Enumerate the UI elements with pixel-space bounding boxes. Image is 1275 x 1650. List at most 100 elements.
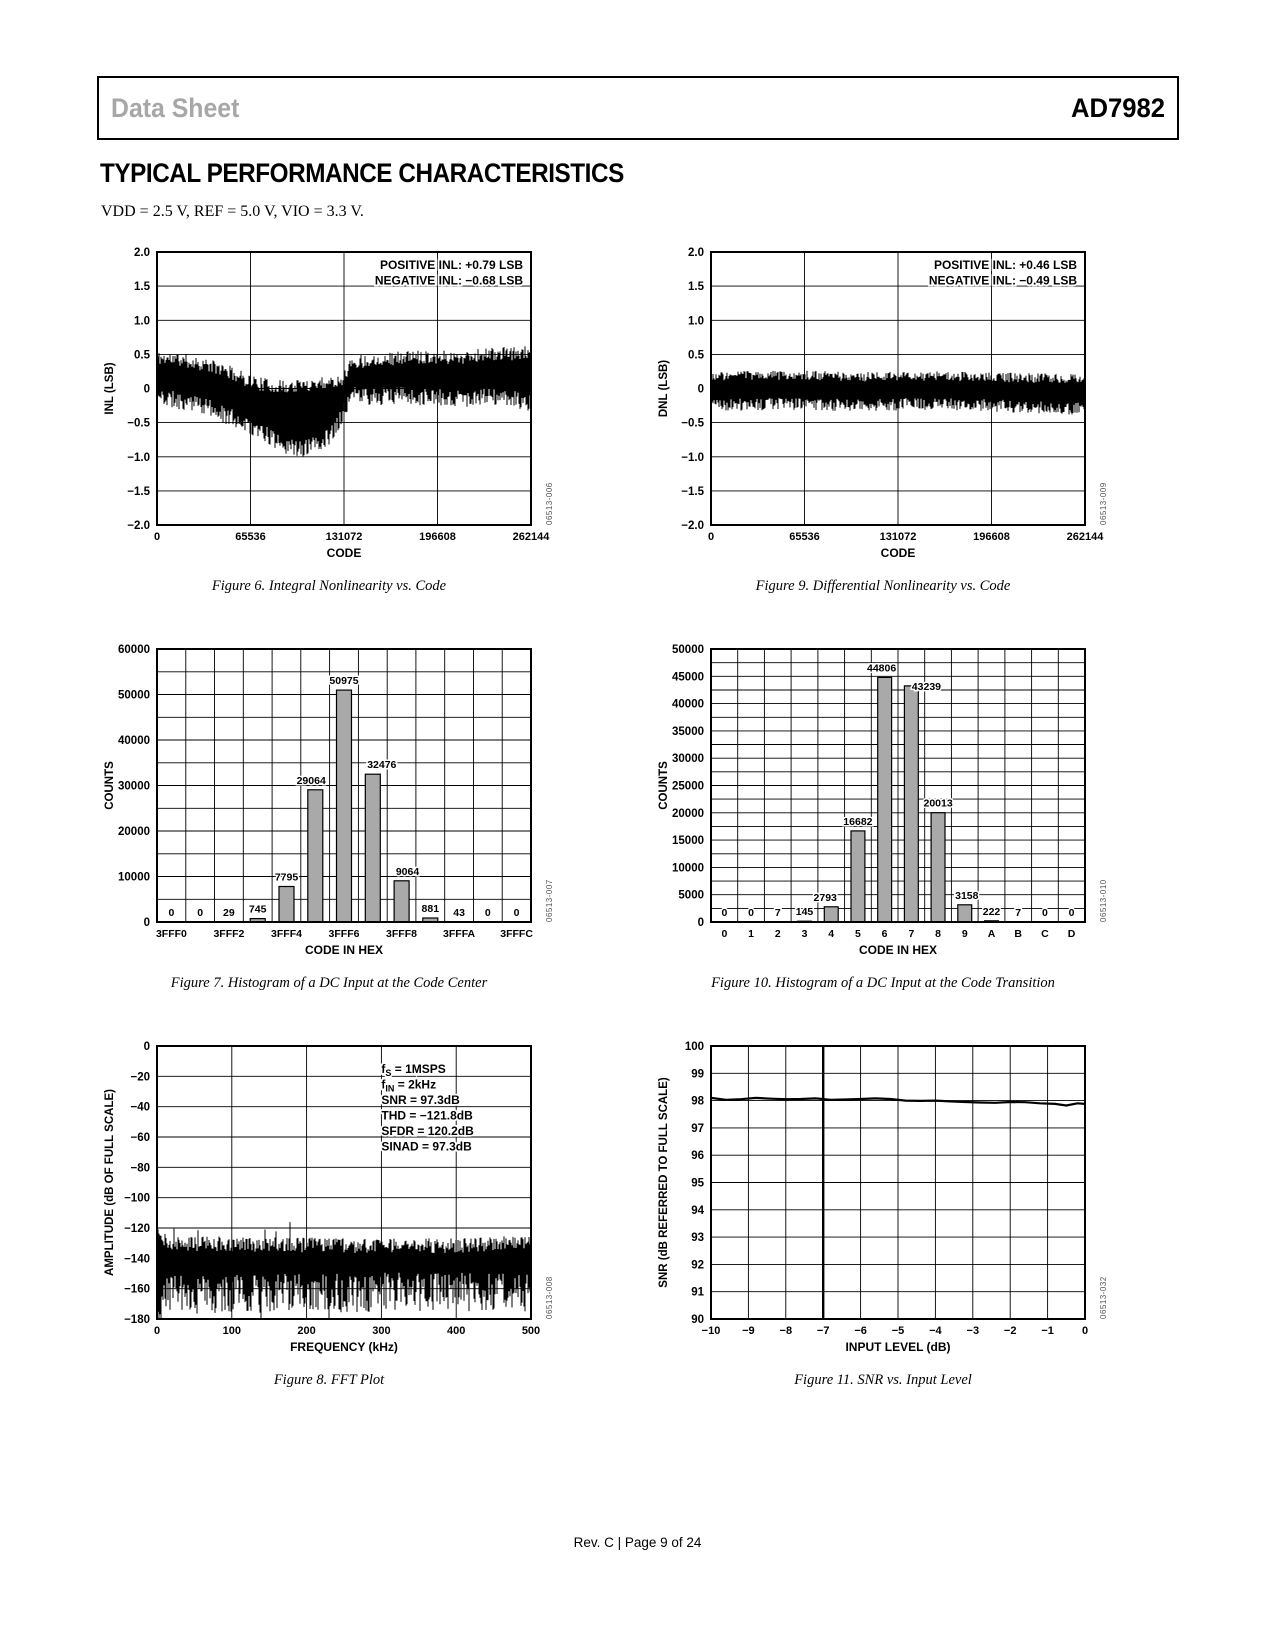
y-tick-label: 20000 <box>118 826 150 838</box>
x-tick-label: B <box>1014 928 1022 940</box>
bar <box>307 789 324 923</box>
figure-code: 06513-006 <box>545 482 554 525</box>
bar-value-label: 222 <box>983 906 1001 918</box>
x-tick-label: 4 <box>828 928 834 940</box>
y-tick-label: −0.5 <box>681 418 704 430</box>
x-tick-label: −3 <box>967 1325 980 1337</box>
x-tick-label: 0 <box>721 928 727 940</box>
x-tick-label: 262144 <box>513 531 551 543</box>
bar-value-label: 43 <box>453 907 465 919</box>
y-tick-label: 97 <box>691 1123 704 1135</box>
gridlines <box>711 649 1085 922</box>
y-axis-label: COUNTS <box>104 761 116 810</box>
y-tick-label: −120 <box>124 1223 150 1235</box>
x-tick-label: 7 <box>908 928 914 940</box>
figure-11: 100 99 98 97 96 95 94 93 92 91 90 −10 −9 −8 −7 −6 −5 −4 −3… <box>654 1032 1112 1389</box>
x-tick-label: 131072 <box>326 531 363 543</box>
y-axis-label: SNR (dB REFERRED TO FULL SCALE) <box>658 1077 670 1288</box>
y-tick-label: 0.5 <box>688 349 705 361</box>
y-tick-label: 15000 <box>672 835 704 847</box>
x-tick-label: 0 <box>708 531 714 543</box>
figure-9-caption: Figure 9. Differential Nonlinearity vs. … <box>755 578 1011 594</box>
x-tick-label: −9 <box>742 1325 755 1337</box>
figure-7-chart: 0 0 29 745 7795 29064 50975 32476 9064 881 43 0 0 0 10… <box>100 635 558 967</box>
figure-9: 2.0 1.5 1.0 0.5 0 −0.5 −1.0 −1.5 −2.0 0 65536 13107… <box>654 238 1112 595</box>
x-tick-label: C <box>1041 928 1049 940</box>
bar-value-label: 2793 <box>814 892 838 904</box>
bar-value-label: 7795 <box>275 872 299 884</box>
x-tick-label: 400 <box>447 1325 465 1337</box>
y-tick-label: 20000 <box>672 808 704 820</box>
section-title: TYPICAL PERFORMANCE CHARACTERISTICS <box>100 158 624 188</box>
x-tick-label: 3FFF0 <box>156 928 187 940</box>
x-tick-label: 65536 <box>789 531 820 543</box>
figure-6-chart: 2.0 1.5 1.0 0.5 0 −0.5 −1.0 −1.5 −2.0 0 65536 13107… <box>100 238 558 570</box>
y-tick-label: 1.0 <box>134 315 150 327</box>
y-tick-label: −2.0 <box>681 520 704 532</box>
x-tick-label: −1 <box>1041 1325 1054 1337</box>
x-tick-label: 6 <box>882 928 888 940</box>
y-tick-label: −1.5 <box>681 486 704 498</box>
y-tick-label: 0 <box>698 384 704 396</box>
y-tick-label: 10000 <box>118 872 150 884</box>
bar-value-label: 7 <box>775 907 781 919</box>
y-tick-label: −1.0 <box>681 452 704 464</box>
y-tick-label: −2.0 <box>127 520 150 532</box>
x-tick-label: A <box>988 928 996 940</box>
y-tick-label: 98 <box>691 1096 704 1108</box>
y-tick-label: −1.5 <box>127 486 150 498</box>
bar-value-label: 20013 <box>923 798 952 810</box>
y-tick-label: 45000 <box>672 671 704 683</box>
y-tick-label: 2.0 <box>134 247 150 259</box>
x-tick-label: 3FFF2 <box>213 928 244 940</box>
x-tick-label: −2 <box>1004 1325 1017 1337</box>
x-tick-label: 65536 <box>235 531 266 543</box>
y-tick-label: 96 <box>691 1150 704 1162</box>
y-tick-label: 91 <box>691 1287 704 1299</box>
y-tick-label: 99 <box>691 1068 704 1080</box>
figure-8-plot: 0 −20 −40 −60 −80 −100 −120 −140 −160 −180 0 100 200… <box>104 1041 554 1354</box>
figure-code: 06513-010 <box>1099 879 1108 922</box>
bar-value-label: 0 <box>721 907 727 919</box>
annotation: NEGATIVE INL: −0.68 LSB <box>375 274 523 288</box>
y-axis-label: AMPLITUDE (dB OF FULL SCALE) <box>104 1089 116 1276</box>
bar <box>823 906 839 923</box>
bar-value-label: 0 <box>168 907 174 919</box>
bar-value-label: 0 <box>1069 907 1075 919</box>
y-tick-label: 50000 <box>672 644 704 656</box>
y-tick-label: 1.0 <box>688 315 704 327</box>
y-tick-label: −160 <box>124 1284 150 1296</box>
test-conditions: VDD = 2.5 V, REF = 5.0 V, VIO = 3.3 V. <box>101 203 364 220</box>
bar-value-label: 9064 <box>396 866 420 878</box>
x-tick-label: −4 <box>929 1325 942 1337</box>
x-tick-label: 0 <box>154 1325 160 1337</box>
annotation: SINAD = 97.3dB <box>381 1140 472 1154</box>
y-tick-label: −140 <box>124 1253 150 1265</box>
plot-border <box>710 1045 1086 1320</box>
page-header: Data Sheet AD7982 <box>97 76 1179 140</box>
bar <box>364 773 381 923</box>
annotation: SFDR = 120.2dB <box>381 1124 474 1138</box>
y-tick-label: −1.0 <box>127 452 150 464</box>
bar-value-label: 745 <box>249 904 267 916</box>
x-tick-label: 262144 <box>1067 531 1105 543</box>
y-tick-label: 1.5 <box>688 281 705 293</box>
figure-8: 0 −20 −40 −60 −80 −100 −120 −140 −160 −180 0 100 200… <box>100 1032 558 1389</box>
page-footer: Rev. C | Page 9 of 24 <box>573 1535 702 1550</box>
plot-border <box>156 648 532 923</box>
y-tick-label: −80 <box>130 1162 150 1174</box>
x-tick-label: 5 <box>855 928 861 940</box>
x-tick-label: 3FFFA <box>443 928 476 940</box>
figure-8-chart: 0 −20 −40 −60 −80 −100 −120 −140 −160 −180 0 100 200… <box>100 1032 558 1364</box>
y-tick-label: 93 <box>691 1232 704 1244</box>
y-tick-label: 40000 <box>672 699 704 711</box>
y-tick-label: 0.5 <box>134 349 151 361</box>
x-tick-label: 0 <box>154 531 160 543</box>
x-tick-label: 3FFF8 <box>386 928 417 940</box>
bar-value-label: 50975 <box>329 675 358 687</box>
noise-trace <box>156 1222 532 1319</box>
bar-value-label: 16682 <box>843 816 872 828</box>
y-tick-label: 60000 <box>118 644 150 656</box>
x-tick-label: 200 <box>297 1325 315 1337</box>
